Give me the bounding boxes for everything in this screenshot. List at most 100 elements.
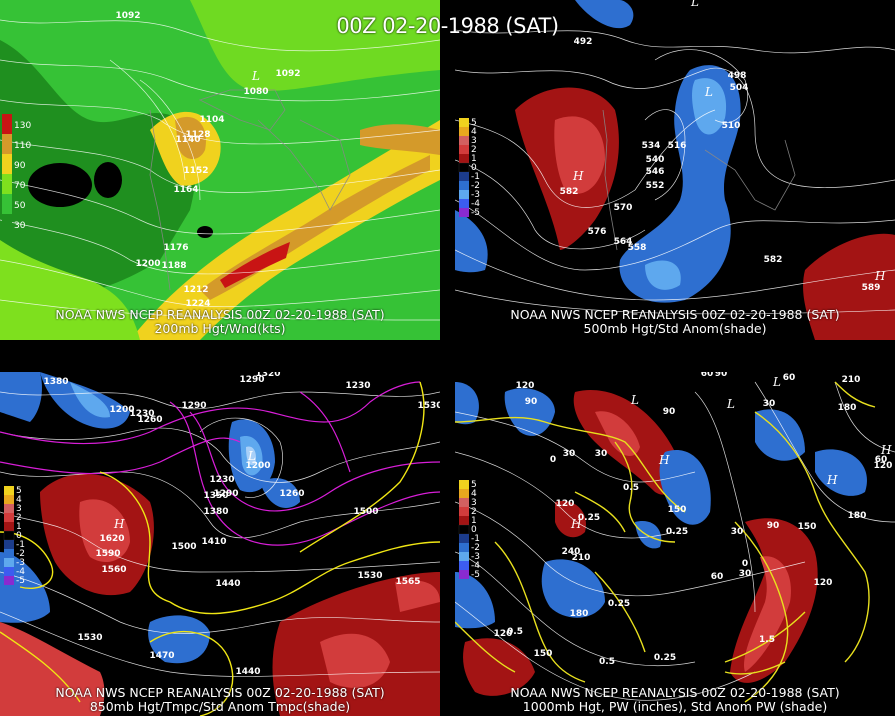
legend-label: 110 [14, 141, 31, 151]
contour-label: 180 [848, 511, 867, 521]
contour-label: 0.25 [654, 653, 676, 663]
high-pressure-marker: H [874, 269, 886, 283]
contour-label: 0.5 [599, 657, 615, 667]
contour-label: 1500 [171, 542, 196, 552]
contour-label: 120 [516, 381, 535, 391]
low-pressure-marker: L [704, 85, 713, 99]
contour-label: 1500 [353, 507, 378, 517]
legend-label: 1 [471, 516, 477, 526]
contour-label: 558 [628, 243, 647, 253]
contour-label: 1290 [181, 401, 206, 411]
contour-label: 1140 [175, 135, 200, 145]
legend-label: -2 [16, 549, 25, 559]
legend-label: 0 [471, 163, 477, 173]
contour-label: 150 [534, 649, 553, 659]
contour-label: 582 [560, 187, 579, 197]
contour-label: 120 [814, 578, 833, 588]
panel-1000mb: 5 4 3 2 1 0 -1 -2 -3 -4 -5 120 90 60 90 60 210 30 180 90 60… [455, 372, 895, 716]
caption-200mb-source: NOAA NWS NCEP REANALYSIS 00Z 02-20-1988 … [55, 307, 385, 322]
contour-label: 240 [562, 547, 581, 557]
caption-850mb-field: 850mb Hgt/Tmpc/Std Anom Tmpc(shade) [89, 699, 351, 714]
contour-label: 0.5 [623, 483, 639, 493]
contour-label: 1230 [129, 409, 154, 419]
legend-label: -3 [16, 558, 25, 568]
contour-label: 1080 [243, 87, 268, 97]
contour-label: 1200 [245, 461, 270, 471]
legend-label: -3 [471, 190, 480, 200]
legend-label: 50 [14, 201, 26, 211]
contour-label: 120 [494, 629, 513, 639]
legend-label: 5 [16, 486, 22, 496]
contour-label: 150 [798, 522, 817, 532]
legend-label: -5 [471, 570, 480, 580]
contour-label: 576 [588, 227, 607, 237]
contour-label: 30 [595, 449, 608, 459]
legend-label: 3 [471, 136, 477, 146]
legend-label: 2 [16, 513, 22, 523]
legend-label: -1 [16, 540, 25, 550]
contour-label: 1290 [213, 489, 238, 499]
contour-label: 1176 [163, 243, 188, 253]
legend-label: -3 [471, 552, 480, 562]
legend-label: -5 [471, 208, 480, 218]
contour-label: 30 [739, 569, 752, 579]
legend-label: -4 [471, 561, 480, 571]
high-pressure-marker: H [570, 517, 582, 531]
contour-label: 90 [715, 372, 728, 379]
contour-label: 180 [570, 609, 589, 619]
contour-label: 60 [711, 572, 724, 582]
legend-label: 4 [16, 495, 22, 505]
contour-label: 1530 [417, 401, 440, 411]
contour-label: 1590 [95, 549, 120, 559]
contour-label: 1565 [395, 577, 420, 587]
contour-label: 1230 [345, 381, 370, 391]
high-pressure-marker: H [572, 169, 584, 183]
contour-label: 1092 [115, 11, 140, 21]
caption-200mb-field: 200mb Hgt/Wnd(kts) [154, 321, 286, 336]
legend-label: 90 [14, 161, 26, 171]
legend-label: -4 [471, 199, 480, 209]
contour-label: 1260 [137, 415, 162, 425]
contour-label: 1470 [149, 651, 174, 661]
caption-850mb-source: NOAA NWS NCEP REANALYSIS 00Z 02-20-1988 … [55, 685, 385, 700]
contour-label: 1290 [239, 375, 264, 385]
contour-label: 534 [642, 141, 661, 151]
contour-label: 1.5 [759, 635, 775, 645]
high-pressure-marker: H [826, 473, 838, 487]
legend-label: -4 [16, 567, 25, 577]
legend-label: -1 [471, 172, 480, 182]
contour-label: 30 [731, 527, 744, 537]
contour-label: 582 [764, 255, 783, 265]
caption-1000mb-field: 1000mb Hgt, PW (inches), Std Anom PW (sh… [522, 699, 828, 714]
contour-label: 1530 [357, 571, 382, 581]
contour-label: 150 [668, 505, 687, 515]
contour-label: 1620 [99, 534, 124, 544]
legend-label: -2 [471, 543, 480, 553]
contour-label: 210 [572, 553, 591, 563]
high-pressure-marker: H [880, 443, 892, 457]
legend-label: 4 [471, 127, 477, 137]
low-pressure-marker: L [247, 449, 256, 463]
low-pressure-marker: L [630, 393, 639, 407]
contour-label: 1410 [201, 537, 226, 547]
low-pressure-marker: L [726, 397, 735, 411]
contour-label: 120 [556, 499, 575, 509]
contour-label: 30 [563, 449, 576, 459]
contour-label: 1128 [185, 130, 210, 140]
legend-label: -1 [471, 534, 480, 544]
contour-label: 546 [646, 167, 665, 177]
contour-label: 90 [525, 397, 538, 407]
legend-label: 4 [471, 489, 477, 499]
caption-1000mb-source: NOAA NWS NCEP REANALYSIS 00Z 02-20-1988 … [510, 685, 840, 700]
contour-label: 1092 [275, 69, 300, 79]
contour-label: 1164 [173, 185, 198, 195]
contour-label: 1440 [235, 667, 260, 677]
legend-label: 30 [14, 221, 26, 231]
contour-label: 516 [668, 141, 687, 151]
contour-label: 1380 [43, 377, 68, 387]
contour-label: 552 [646, 181, 665, 191]
low-pressure-marker: L [690, 0, 699, 9]
legend-label: 2 [471, 507, 477, 517]
